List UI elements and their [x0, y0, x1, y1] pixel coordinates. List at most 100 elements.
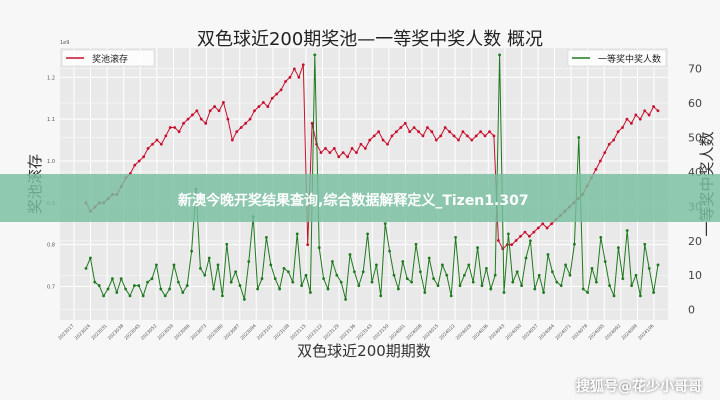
data-point-winners [119, 277, 123, 281]
data-point-jackpot [164, 134, 168, 138]
data-point-jackpot [173, 126, 177, 129]
y-right-tick-label: 10 [688, 269, 702, 282]
data-point-jackpot [434, 138, 438, 142]
x-axis-label: 双色球近200期期数 [297, 342, 431, 360]
x-tick-label: 2024036 [471, 323, 490, 342]
data-point-winners [480, 284, 484, 287]
data-point-winners [419, 270, 422, 274]
data-point-winners [326, 287, 330, 291]
x-tick-label: 2023136 [339, 323, 358, 342]
data-point-jackpot [191, 113, 194, 117]
data-point-jackpot [301, 63, 305, 67]
data-point-jackpot [284, 80, 287, 83]
data-point-winners [256, 287, 259, 291]
data-point-jackpot [452, 134, 456, 138]
x-tick-label: 2024029 [455, 323, 474, 342]
data-point-winners [212, 287, 216, 291]
data-point-winners [498, 53, 501, 57]
data-point-jackpot [483, 134, 487, 138]
data-point-winners [172, 263, 176, 267]
data-point-winners [524, 256, 528, 260]
data-point-jackpot [598, 159, 602, 163]
data-point-winners [564, 263, 567, 267]
data-point-jackpot [470, 138, 474, 142]
data-point-jackpot [399, 126, 403, 129]
data-point-jackpot [457, 138, 460, 142]
data-point-jackpot [137, 159, 141, 163]
data-point-winners [485, 266, 488, 270]
data-point-winners [546, 253, 550, 256]
data-point-jackpot [403, 121, 407, 125]
data-point-winners [639, 294, 642, 298]
data-point-jackpot [230, 138, 234, 142]
x-tick-label: 2024008 [405, 323, 424, 342]
data-point-jackpot [208, 109, 212, 113]
data-point-jackpot [394, 130, 398, 134]
data-point-jackpot [541, 222, 545, 226]
data-point-jackpot [421, 134, 425, 138]
x-tick-label: 2023108 [272, 323, 291, 342]
data-point-winners [568, 273, 572, 277]
data-point-winners [388, 249, 391, 253]
data-point-jackpot [350, 147, 354, 150]
data-point-winners [203, 273, 207, 277]
data-point-winners [357, 284, 361, 287]
data-point-jackpot [519, 234, 522, 238]
data-point-jackpot [377, 130, 381, 134]
data-point-winners [366, 232, 369, 236]
data-point-winners [93, 280, 97, 284]
data-point-jackpot [510, 243, 514, 247]
y-left-exponent: 1e9 [60, 40, 69, 46]
data-point-winners [656, 263, 660, 267]
data-point-winners [282, 266, 286, 270]
data-point-winners [375, 263, 378, 267]
data-point-winners [106, 287, 110, 291]
data-point-jackpot [386, 142, 389, 146]
x-tick-label: 2024015 [422, 323, 441, 342]
data-point-jackpot [536, 226, 540, 230]
data-point-jackpot [643, 109, 647, 113]
x-tick-label: 2023129 [322, 323, 341, 342]
data-point-jackpot [656, 109, 660, 113]
x-tick-label: 2023150 [372, 323, 391, 342]
data-point-winners [445, 273, 449, 277]
data-point-jackpot [257, 105, 261, 108]
data-point-winners [97, 284, 101, 287]
data-point-winners [84, 266, 88, 270]
y-left-tick-label: 0.8 [47, 243, 55, 249]
data-point-winners [471, 280, 475, 284]
data-point-winners [344, 297, 347, 301]
data-point-winners [559, 284, 563, 287]
data-point-winners [423, 291, 427, 294]
x-tick-label: 2024085 [587, 323, 606, 342]
data-point-winners [291, 280, 295, 284]
y-right-tick-label: 70 [688, 63, 702, 76]
data-point-winners [229, 280, 233, 284]
data-point-winners [181, 291, 185, 294]
data-point-winners [348, 253, 352, 256]
data-point-jackpot [293, 67, 296, 71]
x-tick-label: 2023122 [306, 323, 325, 342]
data-point-jackpot [390, 134, 394, 138]
data-point-winners [551, 270, 554, 274]
x-tick-label: 2023073 [190, 323, 209, 342]
x-tick-label: 2023066 [173, 323, 192, 342]
data-point-winners [573, 242, 576, 246]
data-point-jackpot [417, 130, 420, 134]
data-point-winners [467, 263, 471, 267]
data-point-winners [621, 277, 625, 281]
data-point-winners [361, 270, 365, 274]
data-point-jackpot [346, 155, 350, 159]
data-point-jackpot [222, 101, 225, 104]
data-point-jackpot [146, 147, 150, 150]
data-point-jackpot [332, 147, 336, 150]
data-point-jackpot [594, 167, 598, 171]
data-point-jackpot [297, 75, 301, 79]
data-point-winners [432, 277, 435, 281]
data-point-winners [392, 273, 396, 277]
data-point-jackpot [381, 138, 385, 142]
x-tick-label: 2023080 [206, 323, 225, 342]
data-point-jackpot [253, 109, 256, 113]
data-point-jackpot [412, 126, 416, 129]
